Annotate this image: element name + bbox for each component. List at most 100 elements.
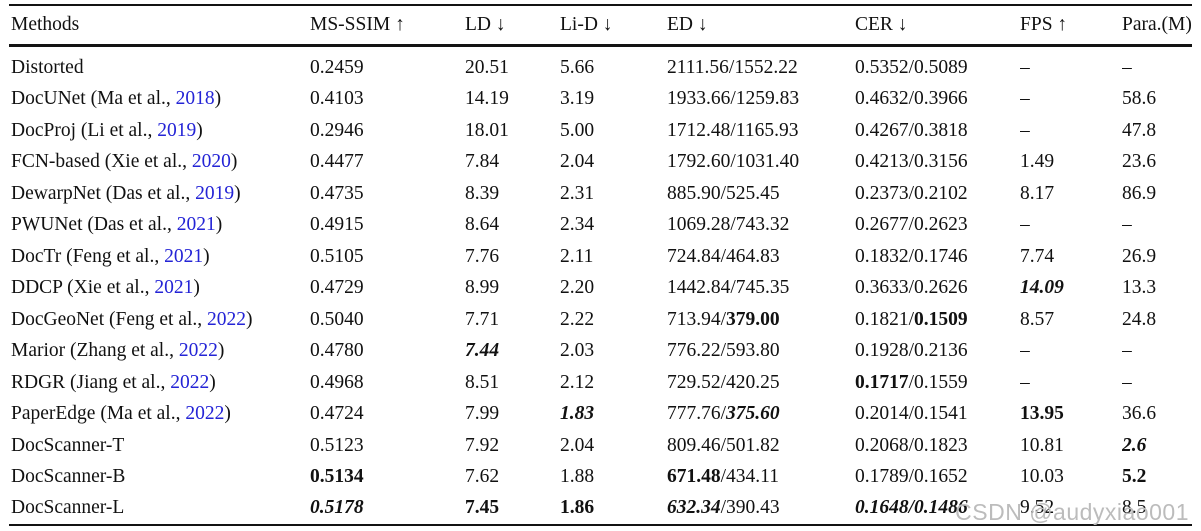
citation-year-link[interactable]: 2020 bbox=[191, 151, 231, 173]
value-cell: 0.4729 bbox=[310, 273, 465, 305]
text-segment: 7.71 bbox=[465, 308, 500, 330]
text-segment: 632.34 bbox=[667, 497, 721, 519]
text-segment: 0.2677/0.2623 bbox=[855, 214, 968, 236]
citation-year-link[interactable]: 2019 bbox=[157, 119, 197, 141]
value-cell: 0.4735 bbox=[310, 178, 465, 210]
text-segment: ) bbox=[246, 308, 253, 330]
value-cell: 5.2 bbox=[1122, 462, 1192, 494]
value-cell: 2.31 bbox=[560, 178, 667, 210]
value-cell: 2.34 bbox=[560, 210, 667, 242]
text-segment: 0.4724 bbox=[310, 403, 364, 425]
value-cell: 47.8 bbox=[1122, 115, 1192, 147]
text-segment: 776.22/593.80 bbox=[667, 340, 780, 362]
value-cell: 3.19 bbox=[560, 84, 667, 116]
text-segment: 0.2459 bbox=[310, 56, 364, 78]
citation-year-link[interactable]: 2021 bbox=[154, 277, 194, 299]
citation-year-link[interactable]: 2021 bbox=[176, 214, 216, 236]
method-cell: DocTr (Feng et al., 2021) bbox=[9, 241, 310, 273]
text-segment: 0.5040 bbox=[310, 308, 364, 330]
text-segment: DocProj (Li et al., bbox=[11, 119, 158, 141]
value-cell: 5.00 bbox=[560, 115, 667, 147]
text-segment: 18.01 bbox=[465, 119, 509, 141]
text-segment: PaperEdge (Ma et al., bbox=[11, 403, 186, 425]
citation-year-link[interactable]: 2021 bbox=[164, 245, 204, 267]
text-segment: 8.57 bbox=[1020, 308, 1055, 330]
text-segment: 724.84/464.83 bbox=[667, 245, 780, 267]
text-segment: 2.04 bbox=[560, 434, 595, 456]
text-segment: 2.11 bbox=[560, 245, 594, 267]
value-cell: 36.6 bbox=[1122, 399, 1192, 431]
text-segment: – bbox=[1020, 371, 1030, 393]
value-cell: 2111.56/1552.22 bbox=[667, 52, 855, 84]
value-cell: 0.4724 bbox=[310, 399, 465, 431]
text-segment: 1933.66/1259.83 bbox=[667, 88, 800, 110]
citation-year-link[interactable]: 2022 bbox=[170, 371, 210, 393]
text-segment: 0.2373/0.2102 bbox=[855, 182, 968, 204]
value-cell: 9.52 bbox=[1020, 493, 1122, 525]
value-cell: 2.20 bbox=[560, 273, 667, 305]
value-cell: 2.22 bbox=[560, 304, 667, 336]
citation-year-link[interactable]: 2018 bbox=[175, 88, 215, 110]
table-row: Distorted 0.2459 20.51 5.66 2111.56/1552.22 0… bbox=[9, 52, 1192, 84]
value-cell: – bbox=[1122, 52, 1192, 84]
citation-year-link[interactable]: 2022 bbox=[207, 308, 247, 330]
method-cell: DocUNet (Ma et al., 2018) bbox=[9, 84, 310, 116]
value-cell: 2.11 bbox=[560, 241, 667, 273]
text-segment: 0.1928/0.2136 bbox=[855, 340, 968, 362]
value-cell: 776.22/593.80 bbox=[667, 336, 855, 368]
text-segment: 0.4735 bbox=[310, 182, 364, 204]
value-cell: 13.3 bbox=[1122, 273, 1192, 305]
text-segment: 2.12 bbox=[560, 371, 595, 393]
table-row: Marior (Zhang et al., 2022) 0.4780 7.44 2.0… bbox=[9, 336, 1192, 368]
table-row: DocScanner-B 0.5134 7.62 1.88 671.48/434.11 0… bbox=[9, 462, 1192, 494]
citation-year-link[interactable]: 2022 bbox=[185, 403, 225, 425]
text-segment: 2.04 bbox=[560, 151, 595, 173]
value-cell: 0.2373/0.2102 bbox=[855, 178, 1020, 210]
value-cell: 2.04 bbox=[560, 147, 667, 179]
text-segment: 47.8 bbox=[1122, 119, 1157, 141]
text-segment: Marior (Zhang et al., bbox=[11, 340, 179, 362]
text-segment: 0.1789/0.1652 bbox=[855, 466, 968, 488]
col-header-methods: Methods bbox=[9, 5, 310, 47]
text-segment: 7.92 bbox=[465, 434, 500, 456]
value-cell: 26.9 bbox=[1122, 241, 1192, 273]
value-cell: 10.81 bbox=[1020, 430, 1122, 462]
value-cell: 1442.84/745.35 bbox=[667, 273, 855, 305]
value-cell: 8.51 bbox=[465, 367, 560, 399]
text-segment: ) bbox=[203, 245, 210, 267]
text-segment: 0.4213/0.3156 bbox=[855, 151, 968, 173]
text-segment: 2.31 bbox=[560, 182, 595, 204]
citation-year-link[interactable]: 2019 bbox=[195, 182, 235, 204]
method-cell: Marior (Zhang et al., 2022) bbox=[9, 336, 310, 368]
value-cell: 20.51 bbox=[465, 52, 560, 84]
value-cell: – bbox=[1020, 115, 1122, 147]
text-segment: 0.5105 bbox=[310, 245, 364, 267]
table-body: Distorted 0.2459 20.51 5.66 2111.56/1552.22 0… bbox=[9, 45, 1192, 525]
text-segment: 671.48 bbox=[667, 466, 721, 488]
value-cell: 0.4632/0.3966 bbox=[855, 84, 1020, 116]
text-segment: 7.44 bbox=[465, 340, 500, 362]
table-header: Methods MS-SSIM ↑ LD ↓ Li-D ↓ ED ↓ CER ↓… bbox=[9, 5, 1192, 47]
text-segment: 9.52 bbox=[1020, 497, 1055, 519]
value-cell: 0.5352/0.5089 bbox=[855, 52, 1020, 84]
value-cell: 0.2459 bbox=[310, 52, 465, 84]
text-segment: ) bbox=[193, 277, 200, 299]
value-cell: 1.49 bbox=[1020, 147, 1122, 179]
value-cell: 0.2946 bbox=[310, 115, 465, 147]
value-cell: 0.5178 bbox=[310, 493, 465, 525]
value-cell: 0.5123 bbox=[310, 430, 465, 462]
text-segment: 0.1648/0.1486 bbox=[855, 497, 968, 519]
col-header-ed: ED ↓ bbox=[667, 5, 855, 47]
value-cell: 0.5040 bbox=[310, 304, 465, 336]
value-cell: 2.6 bbox=[1122, 430, 1192, 462]
value-cell: 2.03 bbox=[560, 336, 667, 368]
table-row: DocScanner-T 0.5123 7.92 2.04 809.46/501.82 0… bbox=[9, 430, 1192, 462]
citation-year-link[interactable]: 2022 bbox=[178, 340, 218, 362]
table-row: PaperEdge (Ma et al., 2022) 0.4724 7.99 1.8… bbox=[9, 399, 1192, 431]
text-segment: 0.4729 bbox=[310, 277, 364, 299]
value-cell: 713.94/379.00 bbox=[667, 304, 855, 336]
text-segment: 7.99 bbox=[465, 403, 500, 425]
table-row: RDGR (Jiang et al., 2022) 0.4968 8.51 2.12 7… bbox=[9, 367, 1192, 399]
text-segment: ) bbox=[224, 403, 231, 425]
